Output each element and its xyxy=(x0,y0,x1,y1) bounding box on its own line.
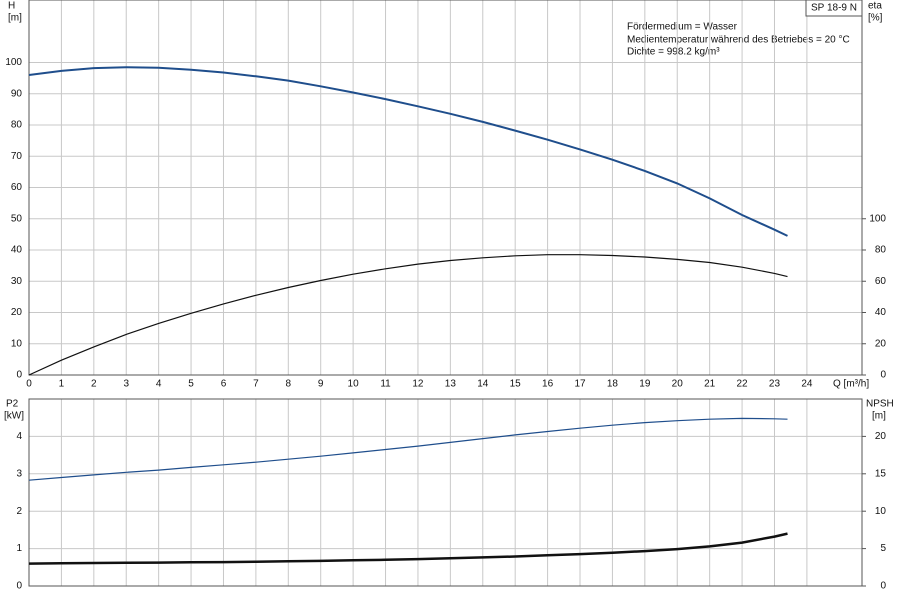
y-tick-label: 3 xyxy=(16,468,22,479)
x-label: Q [m³/h] xyxy=(833,379,869,390)
y2-tick-label: 0 xyxy=(880,370,886,381)
x-tick-label: 1 xyxy=(59,379,65,390)
y-tick-label: 0 xyxy=(16,581,22,592)
x-tick-label: 0 xyxy=(26,379,32,390)
y2-unit: [%] xyxy=(868,13,883,24)
x-tick-label: 23 xyxy=(769,379,781,390)
x-tick-label: 15 xyxy=(510,379,522,390)
y-tick-label: 80 xyxy=(11,120,23,131)
x-tick-label: 6 xyxy=(221,379,227,390)
curve xyxy=(28,66,788,237)
y-unit: [kW] xyxy=(4,411,24,422)
y-tick-label: 60 xyxy=(11,182,23,193)
y-tick-label: 40 xyxy=(11,245,23,256)
y-tick-label: 90 xyxy=(11,88,23,99)
y2-tick-label: 60 xyxy=(875,276,887,287)
x-tick-label: 7 xyxy=(253,379,259,390)
y-tick-label: 10 xyxy=(11,338,23,349)
x-tick-label: 4 xyxy=(156,379,162,390)
y-tick-label: 1 xyxy=(16,543,22,554)
x-tick-label: 22 xyxy=(737,379,749,390)
y2-tick-label: 20 xyxy=(875,431,887,442)
x-tick-label: 19 xyxy=(639,379,651,390)
x-tick-label: 8 xyxy=(286,379,292,390)
badge: SP 18-9 N xyxy=(811,3,857,14)
y-tick-label: 20 xyxy=(11,307,23,318)
y2-tick-label: 10 xyxy=(875,506,887,517)
curve xyxy=(28,532,788,565)
x-tick-label: 18 xyxy=(607,379,619,390)
x-tick-label: 12 xyxy=(412,379,424,390)
x-tick-label: 10 xyxy=(348,379,360,390)
plot-frame xyxy=(28,0,863,376)
badge-box xyxy=(805,0,863,17)
curve xyxy=(28,417,788,481)
curve xyxy=(28,254,788,376)
y-tick-label: 4 xyxy=(16,431,22,442)
y2-tick-label: 0 xyxy=(880,581,886,592)
x-tick-label: 21 xyxy=(704,379,716,390)
y2-label: eta xyxy=(868,1,882,12)
x-tick-label: 14 xyxy=(477,379,489,390)
x-tick-label: 20 xyxy=(672,379,684,390)
y2-unit: [m] xyxy=(872,411,886,422)
y2-tick-label: 15 xyxy=(875,468,887,479)
x-tick-label: 3 xyxy=(123,379,129,390)
y2-tick-label: 20 xyxy=(875,338,887,349)
x-tick-label: 9 xyxy=(318,379,324,390)
x-tick-label: 2 xyxy=(91,379,97,390)
y-tick-label: 70 xyxy=(11,151,23,162)
y2-tick-label: 5 xyxy=(880,543,886,554)
y2-label: NPSH xyxy=(866,399,894,410)
x-tick-label: 17 xyxy=(574,379,586,390)
y2-tick-label: 40 xyxy=(875,307,887,318)
y2-tick-label: 100 xyxy=(869,213,886,224)
annotation: Dichte = 998.2 kg/m³ xyxy=(627,47,720,58)
y-unit: [m] xyxy=(8,13,22,24)
annotation: Fördermedium = Wasser xyxy=(627,22,738,33)
x-tick-label: 24 xyxy=(801,379,813,390)
y-label: P2 xyxy=(6,399,19,410)
x-tick-label: 16 xyxy=(542,379,554,390)
plot-frame xyxy=(28,398,863,587)
y-tick-label: 0 xyxy=(16,370,22,381)
y-tick-label: 30 xyxy=(11,276,23,287)
x-tick-label: 13 xyxy=(445,379,457,390)
x-tick-label: 11 xyxy=(380,379,391,390)
x-tick-label: 5 xyxy=(188,379,194,390)
y2-tick-label: 80 xyxy=(875,245,887,256)
y-tick-label: 50 xyxy=(11,213,23,224)
y-label: H xyxy=(8,1,15,12)
y-tick-label: 2 xyxy=(16,506,22,517)
annotation: Medientemperatur während des Betriebes =… xyxy=(627,35,850,46)
y-tick-label: 100 xyxy=(5,57,22,68)
